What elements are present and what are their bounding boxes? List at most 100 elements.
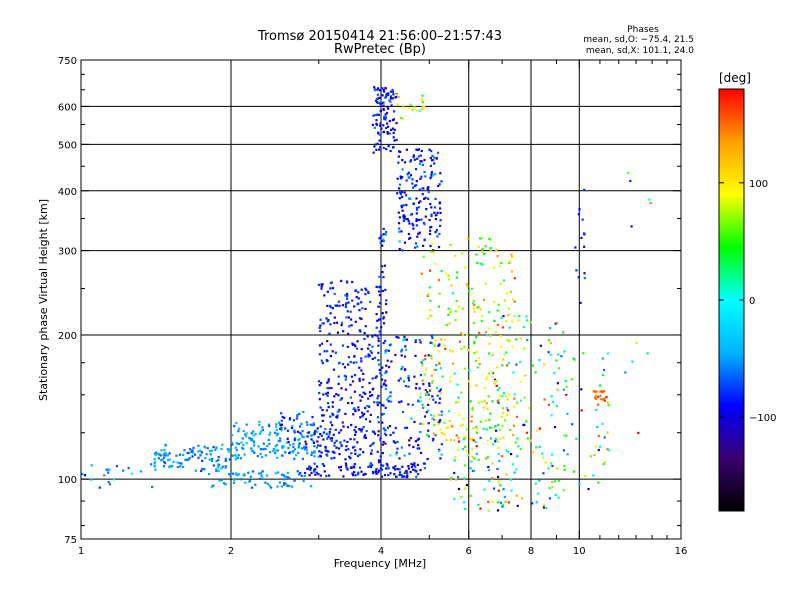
data-point (319, 474, 322, 477)
data-point (448, 420, 451, 423)
data-point (401, 475, 404, 478)
data-point (289, 443, 292, 447)
data-point (494, 331, 497, 334)
data-point (367, 355, 370, 358)
data-point (334, 351, 337, 354)
data-point (357, 291, 360, 294)
data-point (267, 438, 270, 442)
data-point (234, 454, 237, 457)
data-point (398, 240, 401, 243)
data-point (491, 353, 494, 357)
data-point (387, 366, 391, 369)
data-point (402, 338, 405, 341)
data-point (456, 475, 460, 479)
data-point (204, 457, 207, 460)
data-point (380, 326, 383, 329)
data-point (367, 347, 370, 350)
x-tick-label: 6 (466, 546, 472, 557)
data-point (370, 449, 373, 452)
data-point (492, 300, 495, 303)
data-point (414, 354, 417, 357)
data-point (346, 310, 349, 313)
data-point (409, 159, 413, 162)
data-point (648, 198, 651, 201)
data-point (351, 343, 354, 346)
data-point (331, 450, 334, 453)
data-point (327, 435, 330, 438)
data-point (310, 471, 313, 474)
data-point (378, 96, 381, 99)
data-point (168, 458, 171, 461)
data-point (290, 426, 294, 430)
data-point (434, 339, 437, 342)
data-point (296, 413, 299, 417)
data-point (381, 378, 384, 381)
data-point (482, 406, 486, 409)
data-point (302, 446, 306, 449)
data-point (377, 430, 380, 433)
data-point (317, 455, 320, 458)
data-point (427, 429, 430, 432)
data-point (293, 431, 296, 434)
data-point (430, 173, 433, 176)
data-point (368, 343, 371, 346)
data-point (344, 378, 347, 381)
data-point (606, 401, 609, 404)
data-point (313, 432, 316, 435)
data-point (169, 465, 172, 468)
data-point (519, 380, 522, 384)
data-point (172, 460, 175, 463)
data-point (215, 468, 218, 471)
data-point (461, 448, 465, 451)
data-point (394, 353, 397, 357)
data-point (361, 386, 364, 389)
data-point (508, 393, 511, 396)
data-point (496, 309, 499, 312)
data-point (344, 305, 347, 309)
data-point (563, 434, 566, 437)
data-point (437, 305, 440, 308)
data-point (378, 237, 381, 240)
data-point (293, 429, 296, 432)
data-point (397, 211, 400, 214)
data-point (427, 186, 430, 189)
data-point (375, 99, 378, 102)
data-point (475, 445, 478, 448)
data-point (382, 440, 385, 444)
data-point (387, 400, 390, 403)
data-point (387, 107, 390, 110)
data-point (601, 357, 604, 360)
data-point (444, 347, 447, 350)
data-point (237, 454, 240, 457)
data-point (480, 319, 483, 323)
data-point (373, 145, 376, 148)
data-point (320, 283, 323, 286)
data-point (90, 464, 93, 467)
data-point (484, 419, 487, 422)
data-point (467, 289, 471, 292)
data-point (343, 366, 347, 369)
data-point (429, 299, 432, 302)
data-point (507, 450, 510, 454)
data-point (497, 303, 500, 306)
data-point (160, 459, 163, 462)
data-point (422, 359, 425, 362)
data-point (395, 475, 398, 478)
data-point (324, 445, 327, 449)
data-point (547, 351, 550, 354)
data-point (396, 192, 399, 195)
data-point (337, 466, 341, 469)
data-point (161, 458, 164, 461)
data-point (525, 319, 529, 322)
data-point (350, 318, 353, 321)
data-point (505, 406, 508, 410)
data-point (413, 106, 416, 109)
data-point (497, 475, 500, 478)
data-point (603, 436, 606, 439)
data-point (351, 280, 354, 284)
data-point (381, 443, 384, 446)
data-point (434, 173, 437, 176)
data-point (318, 326, 321, 329)
data-point (389, 391, 392, 394)
data-point (381, 244, 384, 247)
